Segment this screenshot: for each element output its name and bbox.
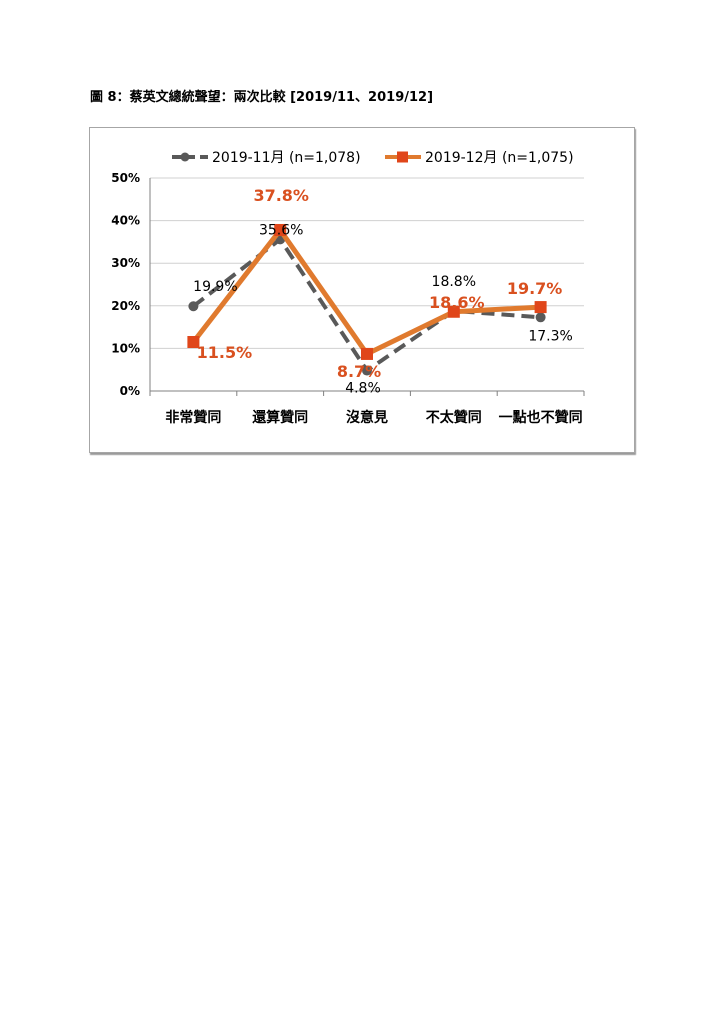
data-point-dec bbox=[187, 336, 200, 349]
y-tick-label: 20% bbox=[111, 299, 140, 313]
x-category-label: 沒意見 bbox=[346, 409, 388, 426]
legend-label-dec: 2019-12月 (n=1,075) bbox=[425, 150, 574, 166]
legend-label-nov: 2019-11月 (n=1,078) bbox=[212, 150, 361, 166]
data-label-nov: 17.3% bbox=[528, 328, 572, 344]
series-line-dec bbox=[191, 227, 541, 357]
data-point-nov bbox=[362, 365, 372, 376]
data-label-dec: 8.7% bbox=[337, 362, 381, 381]
chart-frame: 0% 10% 20% 30% 40% 50% 非常贊同 還算贊同 沒意見 不太贊同 一點也不贊同 20… bbox=[89, 127, 635, 453]
y-tick-label: 50% bbox=[111, 171, 140, 185]
data-label-dec: 11.5% bbox=[197, 343, 253, 362]
line-chart: 0% 10% 20% 30% 40% 50% 非常贊同 還算贊同 沒意見 不太贊同 一點也不贊同 20… bbox=[111, 150, 585, 426]
data-point-nov bbox=[535, 312, 546, 323]
y-tick-label: 30% bbox=[111, 256, 140, 270]
figure-caption: 圖 8：蔡英文總統聲望：兩次比較 [2019/11、2019/12] bbox=[90, 90, 434, 105]
data-label-dec: 37.8% bbox=[253, 186, 309, 205]
x-category-label: 一點也不贊同 bbox=[499, 409, 583, 426]
x-category-label: 還算贊同 bbox=[252, 409, 308, 426]
data-label-nov: 19.9% bbox=[193, 279, 237, 295]
legend-marker-nov bbox=[180, 152, 190, 162]
data-point-dec bbox=[447, 305, 460, 318]
legend-marker-dec bbox=[397, 151, 408, 163]
data-point-nov bbox=[188, 301, 199, 312]
data-point-dec bbox=[534, 301, 547, 314]
data-label-dec: 18.6% bbox=[429, 293, 485, 312]
data-point-dec bbox=[274, 223, 287, 236]
x-category-label: 非常贊同 bbox=[165, 409, 221, 426]
data-label-nov: 35.6% bbox=[259, 222, 303, 238]
data-point-dec bbox=[361, 347, 373, 360]
x-category-label: 不太贊同 bbox=[426, 409, 482, 426]
data-label-nov: 18.8% bbox=[432, 274, 476, 290]
y-tick-label: 40% bbox=[111, 214, 140, 228]
data-label-nov: 4.8% bbox=[345, 381, 381, 397]
data-label-dec: 19.7% bbox=[507, 279, 563, 298]
y-tick-label: 0% bbox=[120, 384, 140, 398]
y-tick-label: 10% bbox=[111, 341, 140, 355]
